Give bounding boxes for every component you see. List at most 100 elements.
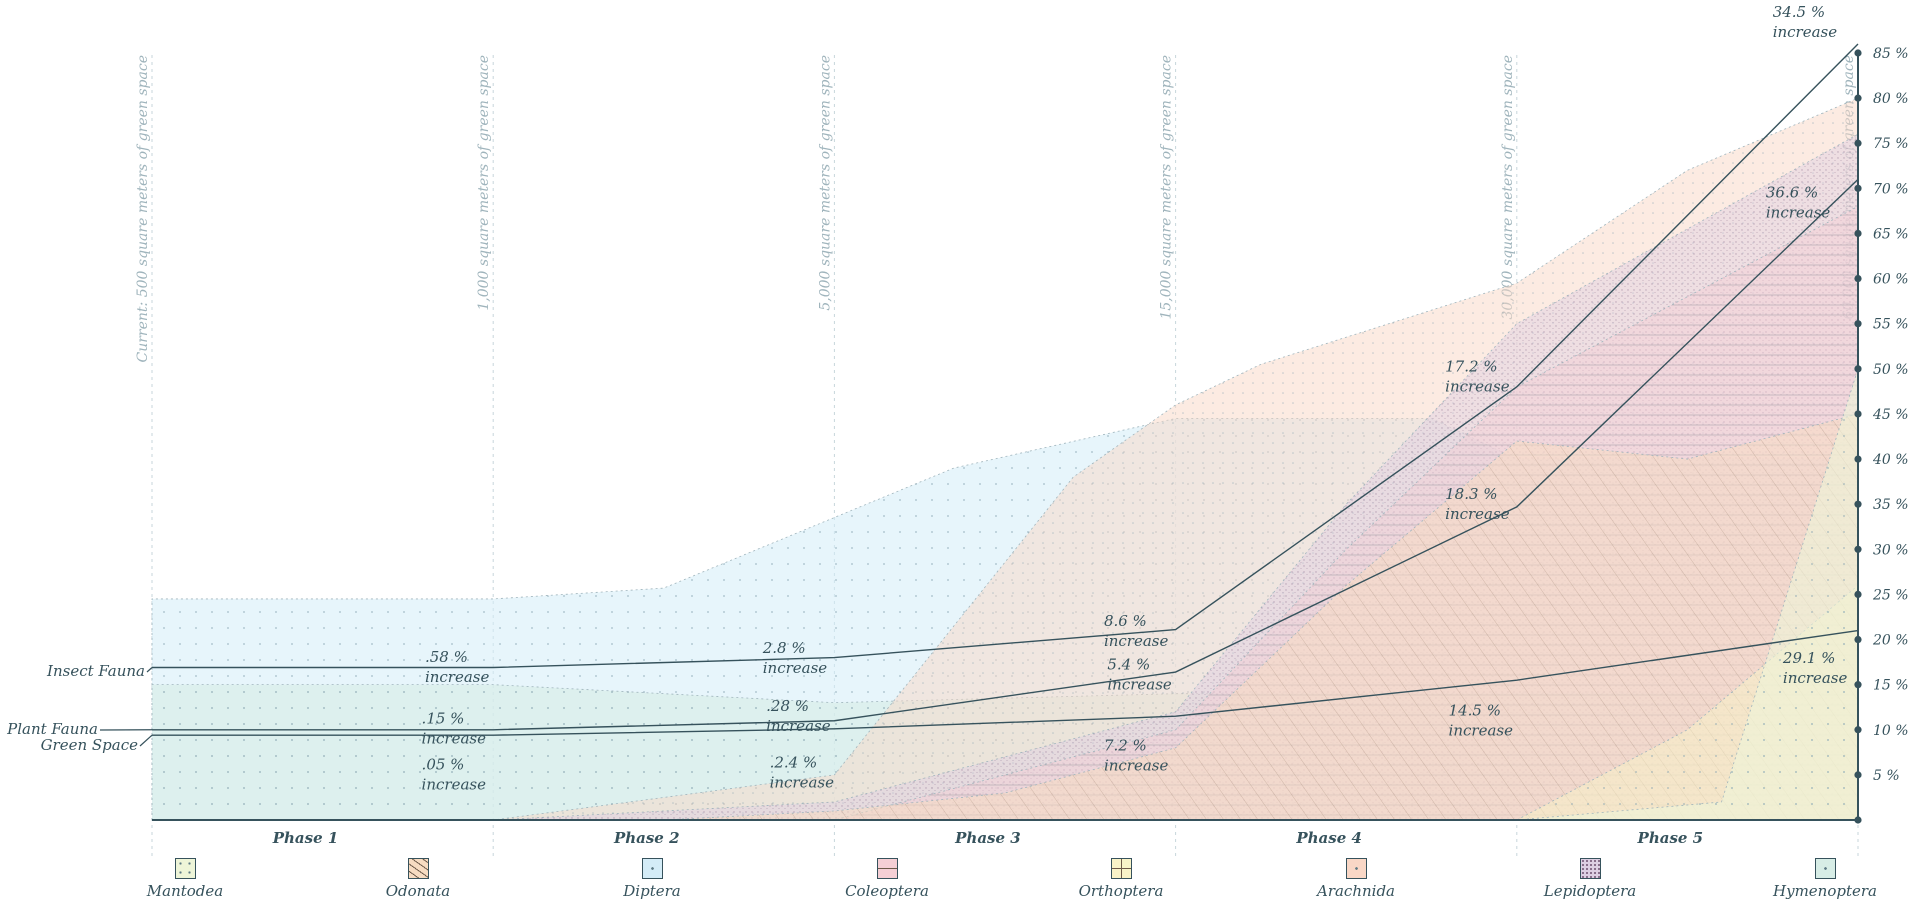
milestone-label: 1,000 square meters of green space [476,55,492,311]
legend-label: Diptera [623,882,681,900]
annotation-text: increase [1445,378,1510,396]
y-tick-marker [1854,229,1862,238]
y-tick-label: 35 % [1873,497,1909,513]
y-tick-marker [1854,545,1862,553]
y-tick-label: 5 % [1873,768,1900,784]
annotation-value: 36.6 % [1766,183,1818,201]
y-tick-marker [1854,410,1862,418]
legend-label: Lepidoptera [1543,882,1637,900]
y-tick-marker [1854,500,1862,508]
line-green-space-leader [139,734,153,747]
y-tick-marker [1854,274,1862,283]
y-tick-marker [1854,681,1862,689]
y-tick-label: 85 % [1873,46,1909,62]
line-green-space-label: Green Space [41,736,139,754]
annotation-text: increase [1107,675,1172,693]
y-tick-label: 45 % [1872,407,1909,423]
legend-item-diptera: Diptera [572,858,732,900]
annotation-value: 8.6 % [1104,612,1147,630]
y-tick-label: 60 % [1873,272,1909,288]
y-tick-label: 25 % [1872,587,1909,603]
y-tick-label: 55 % [1873,317,1909,333]
annotation-value: .05 % [422,755,465,773]
line-green-space [152,629,1859,736]
annotation-text: increase [1449,721,1514,739]
annotation-text: increase [766,717,831,735]
y-tick-marker [1854,94,1862,102]
line-insect-fauna-label: Insect Fauna [46,662,145,680]
y-axis-origin-marker [1854,816,1862,824]
y-tick-label: 15 % [1873,678,1909,694]
milestone-label: 15,000 square meters of green space [1159,55,1175,320]
legend-item-hymenoptera: Hymenoptera [1745,858,1905,900]
milestone-label: 30,000 square meters of green space [1500,55,1516,320]
legend-label: Arachnida [1316,882,1395,900]
annotation-text: increase [1766,203,1831,221]
y-tick-marker [1854,771,1862,779]
annotation-text: increase [763,659,828,677]
annotation-value: 29.1 % [1782,649,1835,667]
legend-label: Hymenoptera [1773,882,1877,900]
legend-swatch [407,858,429,879]
y-tick-label: 70 % [1873,181,1909,197]
phase-label: Phase 5 [1637,829,1704,847]
legend-label: Odonata [385,882,451,900]
annotation-value: 18.3 % [1445,485,1497,503]
milestone-label: Current: 500 square meters of green spac… [135,55,151,363]
line-plant-fauna [152,178,1859,731]
y-tick-marker [1854,726,1862,734]
annotation-value: 2.8 % [762,639,806,657]
y-tick-label: 75 % [1873,136,1909,152]
annotation-text: increase [1104,632,1169,650]
y-tick-marker [1854,455,1862,463]
y-tick-marker [1854,365,1862,373]
annotation-text: increase [1104,757,1169,775]
phase-label: Phase 3 [954,829,1021,847]
annotation-text: increase [1445,505,1510,523]
annotation-text: increase [422,775,487,793]
legend: Mantodea Odonata Diptera Coleoptera Orthopte… [0,858,1932,907]
y-tick-label: 65 % [1873,226,1909,242]
legend-item-lepidoptera: Lepidoptera [1510,858,1670,900]
annotation-value: .58 % [425,648,468,666]
y-tick-label: 40 % [1872,452,1909,468]
annotation-value: 7.2 % [1104,737,1147,755]
legend-item-orthoptera: Orthoptera [1041,858,1201,900]
annotation-value: 17.2 % [1445,358,1497,376]
legend-item-mantodea: Mantodea [105,858,265,900]
y-tick-marker [1854,139,1862,147]
legend-item-odonata: Odonata [338,858,498,900]
milestone-label: 5,000 square meters of green space [817,55,833,311]
y-tick-marker [1854,320,1862,328]
y-tick-label: 30 % [1873,542,1909,558]
legend-item-arachnida: Arachnida [1276,858,1436,900]
legend-swatch [641,858,663,879]
phase-label: Phase 1 [272,829,339,847]
y-tick-label: 80 % [1873,91,1909,107]
annotation-text: increase [770,774,835,792]
y-tick-marker [1854,184,1862,192]
annotation-text: increase [422,729,487,747]
line-insect-fauna [152,43,1859,669]
legend-item-coleoptera: Coleoptera [807,858,967,900]
legend-swatch [876,858,898,879]
annotation-text: increase [425,668,490,686]
legend-label: Coleoptera [845,882,929,900]
line-insect-fauna-leader [146,667,153,673]
y-tick-label: 50 % [1873,362,1909,378]
annotation-value: 34.5 % [1773,3,1825,21]
legend-swatch [1579,858,1601,879]
y-tick-label: 20 % [1872,633,1909,649]
annotation-value: .28 % [766,697,809,715]
legend-label: Orthoptera [1078,882,1164,900]
legend-swatch [1110,858,1132,879]
annotation-value: 5.4 % [1107,655,1150,673]
annotation-value: 14.5 % [1449,701,1501,719]
legend-swatch [174,858,196,879]
annotation-value: .2.4 % [770,754,818,772]
legend-swatch [1814,858,1836,879]
y-tick-label: 10 % [1873,723,1909,739]
annotation-text: increase [1773,23,1838,41]
y-tick-marker [1854,49,1862,57]
